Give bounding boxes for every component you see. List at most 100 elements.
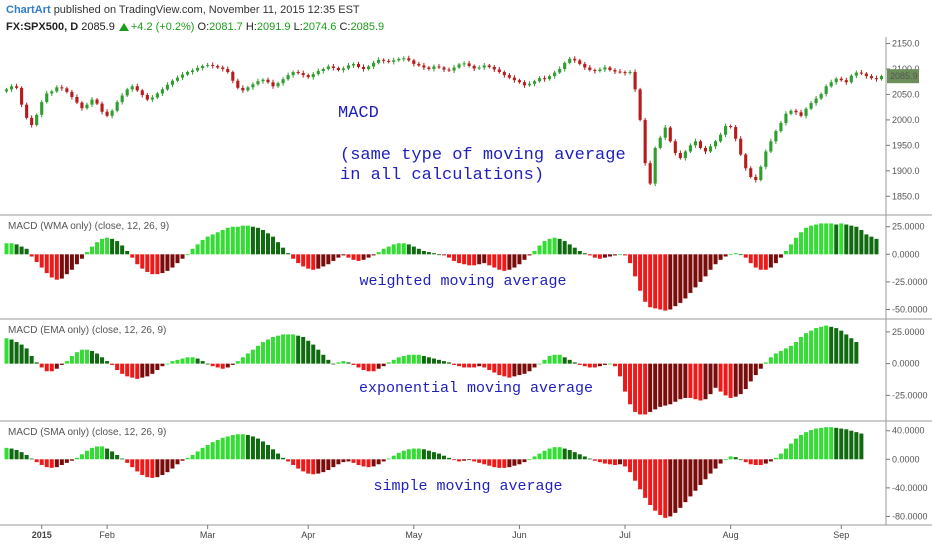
hist-bar[interactable] (683, 254, 688, 299)
candle[interactable] (819, 93, 823, 99)
hist-bar[interactable] (59, 459, 64, 465)
hist-bar[interactable] (105, 448, 110, 460)
hist-bar[interactable] (799, 232, 804, 255)
candle[interactable] (35, 114, 39, 125)
hist-bar[interactable] (567, 450, 572, 460)
hist-bar[interactable] (34, 362, 39, 364)
hist-bar[interactable] (235, 434, 240, 460)
hist-bar[interactable] (155, 363, 160, 370)
hist-bar[interactable] (713, 363, 718, 388)
candle[interactable] (271, 82, 275, 87)
hist-bar[interactable] (200, 239, 205, 255)
hist-bar[interactable] (260, 342, 265, 364)
candle[interactable] (744, 154, 748, 169)
hist-bar[interactable] (240, 225, 245, 255)
hist-bar[interactable] (653, 254, 658, 309)
hist-bar[interactable] (185, 254, 190, 256)
chart-area[interactable]: 2150.0 2100.0 2050.0 2000.0 1950.0 1900.0 1850… (0, 37, 932, 550)
hist-bar[interactable] (79, 349, 84, 364)
hist-bar[interactable] (492, 254, 497, 268)
candle[interactable] (346, 65, 351, 69)
hist-bar[interactable] (185, 357, 190, 364)
candle[interactable] (724, 126, 728, 135)
candle[interactable] (170, 80, 175, 85)
hist-bar[interactable] (723, 363, 728, 396)
hist-bar[interactable] (361, 363, 366, 370)
hist-bar[interactable] (753, 363, 758, 376)
candle[interactable] (462, 63, 466, 65)
candle[interactable] (623, 72, 627, 74)
hist-bar[interactable] (376, 252, 381, 255)
hist-bar[interactable] (255, 438, 260, 460)
candle[interactable] (618, 71, 622, 73)
hist-bar[interactable] (276, 242, 281, 255)
candle[interactable] (45, 93, 49, 103)
hist-bar[interactable] (79, 254, 84, 259)
hist-bar[interactable] (819, 326, 824, 364)
candle[interactable] (407, 58, 411, 61)
hist-bar[interactable] (130, 363, 135, 378)
candle[interactable] (467, 63, 471, 66)
hist-bar[interactable] (562, 448, 567, 460)
hist-bar[interactable] (758, 254, 763, 270)
hist-bar[interactable] (799, 336, 804, 364)
hist-bar[interactable] (582, 253, 587, 255)
hist-bar[interactable] (517, 363, 522, 376)
hist-bar[interactable] (220, 230, 225, 255)
hist-bar[interactable] (165, 363, 170, 365)
hist-bar[interactable] (527, 254, 532, 256)
hist-bar[interactable] (331, 459, 336, 468)
candle[interactable] (115, 102, 119, 111)
hist-bar[interactable] (311, 459, 316, 475)
hist-bar[interactable] (14, 342, 19, 364)
candle[interactable] (553, 72, 557, 77)
hist-bar[interactable] (14, 244, 19, 255)
hist-bar[interactable] (447, 362, 452, 364)
candle[interactable] (241, 87, 245, 91)
candle[interactable] (331, 66, 335, 68)
hist-bar[interactable] (633, 459, 638, 481)
candle[interactable] (321, 69, 325, 72)
hist-bar[interactable] (592, 459, 597, 461)
hist-bar[interactable] (758, 363, 763, 369)
candle[interactable] (226, 69, 230, 73)
candle[interactable] (256, 81, 260, 85)
hist-bar[interactable] (643, 459, 648, 498)
candle[interactable] (316, 71, 320, 75)
hist-bar[interactable] (271, 449, 276, 460)
hist-bar[interactable] (557, 447, 562, 460)
hist-bar[interactable] (291, 334, 296, 364)
candle[interactable] (70, 91, 74, 97)
hist-bar[interactable] (4, 243, 9, 255)
candle[interactable] (4, 89, 9, 92)
candle[interactable] (824, 86, 828, 94)
hist-bar[interactable] (477, 254, 482, 265)
hist-bar[interactable] (532, 456, 537, 460)
hist-bar[interactable] (356, 363, 361, 368)
hist-bar[interactable] (577, 251, 582, 255)
hist-bar[interactable] (286, 459, 291, 462)
hist-bar[interactable] (597, 254, 602, 259)
hist-bar[interactable] (9, 448, 14, 460)
hist-bar[interactable] (225, 436, 230, 460)
hist-bar[interactable] (4, 447, 9, 460)
hist-bar[interactable] (250, 436, 255, 460)
hist-bar[interactable] (718, 459, 723, 464)
hist-bar[interactable] (331, 363, 336, 365)
hist-bar[interactable] (698, 459, 703, 485)
hist-bar[interactable] (281, 457, 286, 460)
candle[interactable] (643, 119, 647, 164)
hist-bar[interactable] (296, 459, 301, 469)
candle[interactable] (417, 63, 421, 66)
hist-bar[interactable] (351, 363, 356, 365)
hist-bar[interactable] (522, 459, 527, 463)
candle[interactable] (809, 103, 813, 109)
candle[interactable] (336, 67, 340, 71)
hist-bar[interactable] (200, 447, 205, 460)
hist-bar[interactable] (210, 234, 215, 255)
candle[interactable] (799, 112, 803, 116)
hist-bar[interactable] (336, 459, 341, 465)
hist-bar[interactable] (326, 254, 331, 265)
hist-bar[interactable] (572, 452, 577, 460)
candle[interactable] (869, 76, 873, 79)
